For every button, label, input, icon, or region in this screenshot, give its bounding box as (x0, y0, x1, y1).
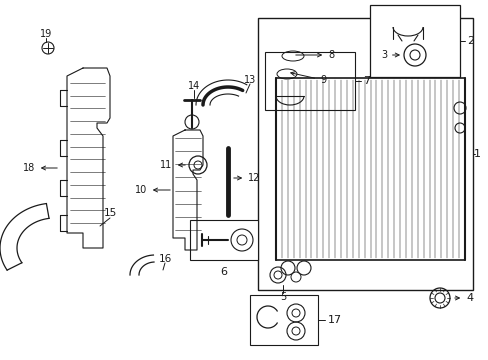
Text: 14: 14 (187, 81, 200, 91)
Text: 10: 10 (135, 185, 170, 195)
Text: 11: 11 (160, 160, 185, 170)
Text: 18: 18 (23, 163, 57, 173)
Bar (258, 18, 472, 290)
Text: 2: 2 (466, 36, 473, 46)
Text: 1: 1 (473, 149, 480, 159)
Text: 5: 5 (279, 292, 285, 302)
Text: 12: 12 (233, 173, 260, 183)
Bar (249, 295, 317, 345)
Bar (190, 220, 258, 260)
Text: 17: 17 (327, 315, 342, 325)
Text: 4: 4 (454, 293, 472, 303)
Text: 7: 7 (362, 76, 369, 86)
Text: 13: 13 (244, 75, 256, 85)
Bar (369, 5, 459, 77)
Text: 16: 16 (158, 254, 171, 264)
Text: 9: 9 (290, 72, 325, 85)
Text: 8: 8 (295, 50, 333, 60)
Bar (264, 52, 354, 110)
Text: 19: 19 (40, 29, 52, 39)
Text: 3: 3 (380, 50, 398, 60)
Text: 15: 15 (103, 208, 116, 218)
Text: 6: 6 (220, 267, 227, 277)
